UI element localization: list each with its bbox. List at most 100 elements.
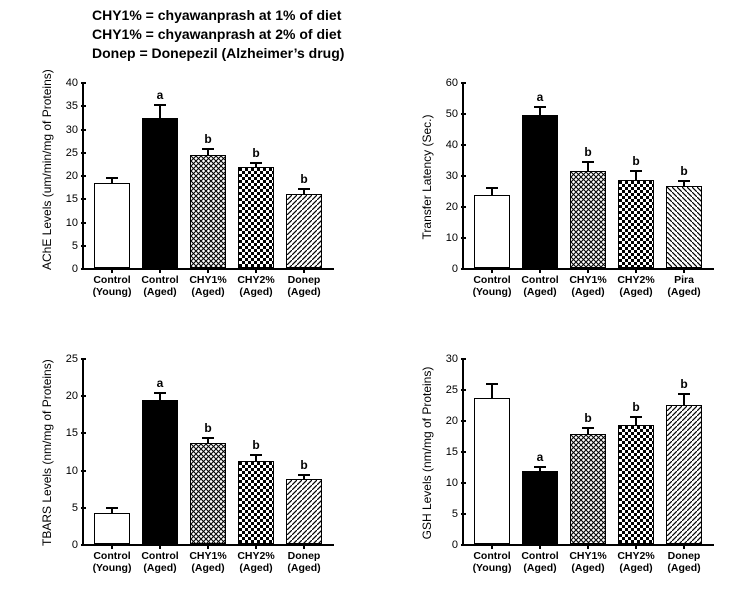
- x-tick-label: CHY2%(Aged): [612, 550, 660, 574]
- bar: [142, 400, 178, 544]
- x-label-line2: (Aged): [612, 286, 660, 298]
- plot-area: 0510152025303540Control(Young)Control(Ag…: [82, 84, 334, 270]
- y-tick: 0: [452, 263, 464, 275]
- error-cap: [534, 466, 546, 468]
- x-tick: [111, 268, 113, 273]
- x-tick: [207, 268, 209, 273]
- error-cap: [630, 416, 642, 418]
- x-tick: [207, 544, 209, 549]
- y-tick: 5: [72, 502, 84, 514]
- x-label-line2: (Aged): [232, 562, 280, 574]
- error-bar: [635, 417, 637, 425]
- error-cap: [582, 427, 594, 429]
- x-label-line1: CHY1%: [564, 274, 612, 286]
- x-label-line1: Donep: [280, 274, 328, 286]
- legend-line-3: Donep = Donepezil (Alzheimer’s drug): [92, 44, 344, 63]
- significance-label: a: [157, 88, 164, 102]
- y-tick: 40: [446, 139, 464, 151]
- bar: [190, 443, 226, 544]
- y-tick: 0: [452, 539, 464, 551]
- significance-label: b: [680, 377, 687, 391]
- x-label-line1: CHY1%: [564, 550, 612, 562]
- x-label-line2: (Aged): [660, 562, 708, 574]
- error-cap: [298, 188, 310, 190]
- bar: [666, 405, 702, 545]
- x-tick-label: Control(Young): [468, 550, 516, 574]
- x-tick-label: CHY2%(Aged): [612, 274, 660, 298]
- x-label-line1: Control: [136, 550, 184, 562]
- plot-area: 051015202530Control(Young)Control(Aged)a…: [462, 360, 714, 546]
- x-tick-label: CHY1%(Aged): [564, 274, 612, 298]
- x-tick-label: CHY1%(Aged): [184, 550, 232, 574]
- y-tick: 10: [446, 477, 464, 489]
- panel-gsh: 051015202530Control(Young)Control(Aged)a…: [400, 338, 720, 578]
- x-label-line2: (Aged): [184, 562, 232, 574]
- y-tick: 15: [66, 427, 84, 439]
- x-tick-label: CHY2%(Aged): [232, 274, 280, 298]
- x-tick-label: Donep(Aged): [280, 550, 328, 574]
- legend-line-2: CHY1% = chyawanprash at 2% of diet: [92, 25, 344, 44]
- legend-line-1: CHY1% = chyawanprash at 1% of diet: [92, 6, 344, 25]
- y-tick: 20: [446, 201, 464, 213]
- bar: [142, 118, 178, 268]
- x-label-line1: CHY1%: [184, 550, 232, 562]
- x-tick: [111, 544, 113, 549]
- x-tick-label: Control(Aged): [516, 550, 564, 574]
- x-tick: [159, 544, 161, 549]
- y-tick: 30: [66, 124, 84, 136]
- error-cap: [154, 392, 166, 394]
- bar: [94, 183, 130, 268]
- significance-label: b: [204, 421, 211, 435]
- error-cap: [298, 474, 310, 476]
- error-cap: [486, 383, 498, 385]
- y-tick: 40: [66, 77, 84, 89]
- panel-tbars: 0510152025Control(Young)Control(Aged)aCH…: [20, 338, 340, 578]
- y-tick: 5: [72, 240, 84, 252]
- x-label-line2: (Aged): [280, 562, 328, 574]
- bar: [474, 195, 510, 268]
- y-axis-label: GSH Levels (nm/mg of Proteins): [420, 360, 434, 546]
- x-tick: [491, 544, 493, 549]
- bar: [474, 398, 510, 544]
- x-tick-label: Donep(Aged): [280, 274, 328, 298]
- bar: [618, 425, 654, 544]
- bar: [570, 434, 606, 544]
- y-tick: 10: [66, 217, 84, 229]
- error-cap: [154, 104, 166, 106]
- x-tick: [635, 268, 637, 273]
- x-label-line1: CHY1%: [184, 274, 232, 286]
- bar: [666, 186, 702, 268]
- x-tick: [303, 544, 305, 549]
- x-label-line1: Control: [516, 550, 564, 562]
- x-label-line2: (Aged): [232, 286, 280, 298]
- error-cap: [534, 106, 546, 108]
- error-bar: [683, 394, 685, 405]
- plot-area: 0510152025Control(Young)Control(Aged)aCH…: [82, 360, 334, 546]
- x-tick-label: CHY1%(Aged): [184, 274, 232, 298]
- y-tick: 30: [446, 170, 464, 182]
- y-tick: 60: [446, 77, 464, 89]
- y-axis-label: TBARS Levels (nm/mg of Proteins): [40, 360, 54, 546]
- x-tick: [159, 268, 161, 273]
- y-tick: 10: [66, 465, 84, 477]
- x-tick-label: Control(Young): [88, 274, 136, 298]
- y-axis-label: AChE Levels (um/min/mg of Proteins): [40, 84, 54, 270]
- panel-ache: 0510152025303540Control(Young)Control(Ag…: [20, 62, 340, 302]
- y-tick: 20: [66, 170, 84, 182]
- error-bar: [159, 105, 161, 118]
- x-label-line1: CHY2%: [612, 274, 660, 286]
- bar: [94, 513, 130, 544]
- error-cap: [582, 161, 594, 163]
- x-tick-label: CHY2%(Aged): [232, 550, 280, 574]
- x-tick-label: Control(Young): [88, 550, 136, 574]
- y-tick: 50: [446, 108, 464, 120]
- x-label-line1: Donep: [660, 550, 708, 562]
- x-label-line1: Pira: [660, 274, 708, 286]
- x-tick: [539, 544, 541, 549]
- y-tick: 30: [446, 353, 464, 365]
- y-tick: 5: [452, 508, 464, 520]
- y-tick: 10: [446, 232, 464, 244]
- plot-area: 0102030405060Control(Young)Control(Aged)…: [462, 84, 714, 270]
- significance-label: b: [584, 145, 591, 159]
- y-tick: 25: [66, 147, 84, 159]
